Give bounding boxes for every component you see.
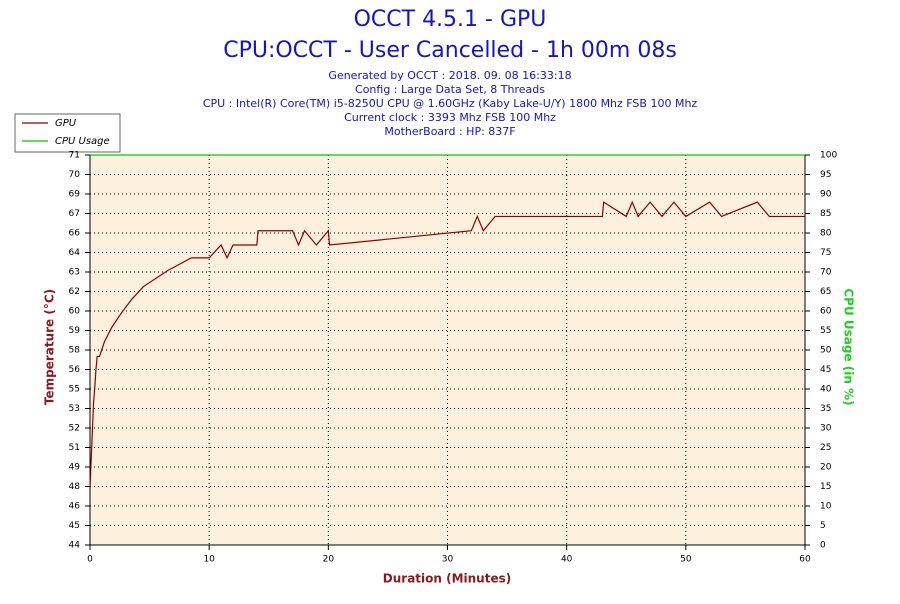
y-tick-label: 63 — [69, 268, 80, 278]
y2-tick-label: 25 — [820, 443, 831, 453]
y2-tick-label: 55 — [820, 326, 831, 336]
x-tick-label: 40 — [561, 555, 573, 565]
y-tick-label: 55 — [69, 385, 80, 395]
y2-tick-label: 45 — [820, 365, 831, 375]
y-tick-label: 60 — [69, 307, 81, 317]
y2-tick-label: 95 — [820, 170, 831, 180]
x-axis-label: Duration (Minutes) — [383, 572, 511, 586]
y2-axis-label: CPU Usage (in %) — [842, 288, 856, 405]
y-tick-label: 56 — [69, 365, 81, 375]
legend-box — [14, 113, 121, 153]
y2-tick-label: 35 — [820, 404, 831, 414]
legend-label: GPU — [55, 118, 77, 129]
y2-tick-label: 70 — [820, 268, 832, 278]
x-tick-label: 20 — [323, 555, 335, 565]
y2-tick-label: 80 — [820, 229, 832, 239]
series-line — [89, 200, 805, 488]
x-tick-label: 50 — [680, 555, 692, 565]
y-tick-label: 71 — [69, 151, 80, 161]
y-tick-label: 67 — [69, 209, 80, 219]
plot-area — [90, 155, 805, 545]
chart-subtitle: CPU:OCCT - User Cancelled - 1h 00m 08s — [223, 38, 677, 63]
y-tick-label: 52 — [69, 424, 80, 434]
x-tick-label: 0 — [87, 555, 93, 565]
x-tick-label: 10 — [203, 555, 215, 565]
info-line: Current clock : 3393 Mhz FSB 100 Mhz — [344, 111, 556, 124]
legend-label: CPU Usage — [55, 136, 110, 147]
y2-tick-label: 90 — [820, 190, 832, 200]
info-line: Config : Large Data Set, 8 Threads — [355, 83, 545, 96]
y-tick-label: 44 — [69, 541, 81, 551]
y2-tick-label: 0 — [820, 541, 826, 551]
chart-title: OCCT 4.5.1 - GPU — [354, 7, 547, 32]
y2-tick-label: 65 — [820, 287, 831, 297]
y2-tick-label: 60 — [820, 307, 832, 317]
y2-tick-label: 50 — [820, 346, 832, 356]
y2-tick-label: 20 — [820, 463, 832, 473]
info-line: Generated by OCCT : 2018. 09. 08 16:33:1… — [328, 69, 571, 82]
info-line: MotherBoard : HP: 837F — [384, 125, 515, 138]
y-tick-label: 53 — [69, 404, 80, 414]
y2-tick-label: 5 — [820, 521, 826, 531]
y2-tick-label: 30 — [820, 424, 832, 434]
y-tick-label: 45 — [69, 521, 80, 531]
y-tick-label: 69 — [69, 190, 81, 200]
y2-tick-label: 75 — [820, 248, 831, 258]
x-tick-label: 30 — [442, 555, 454, 565]
y-tick-label: 70 — [69, 170, 81, 180]
y-tick-label: 46 — [69, 502, 81, 512]
info-line: CPU : Intel(R) Core(TM) i5-8250U CPU @ 1… — [203, 97, 698, 110]
y2-tick-label: 40 — [820, 385, 832, 395]
y-tick-label: 58 — [69, 346, 81, 356]
y-tick-label: 59 — [69, 326, 81, 336]
y2-tick-label: 100 — [820, 151, 837, 161]
y-tick-label: 64 — [69, 248, 81, 258]
y-tick-label: 66 — [69, 229, 81, 239]
y2-tick-label: 15 — [820, 482, 831, 492]
x-tick-label: 60 — [799, 555, 811, 565]
y2-tick-label: 85 — [820, 209, 831, 219]
y-tick-label: 49 — [69, 463, 81, 473]
y-tick-label: 48 — [69, 482, 81, 492]
y-axis-label: Temperature (°C) — [43, 289, 57, 405]
y2-tick-label: 10 — [820, 502, 832, 512]
y-tick-label: 51 — [69, 443, 80, 453]
y-tick-label: 62 — [69, 287, 80, 297]
